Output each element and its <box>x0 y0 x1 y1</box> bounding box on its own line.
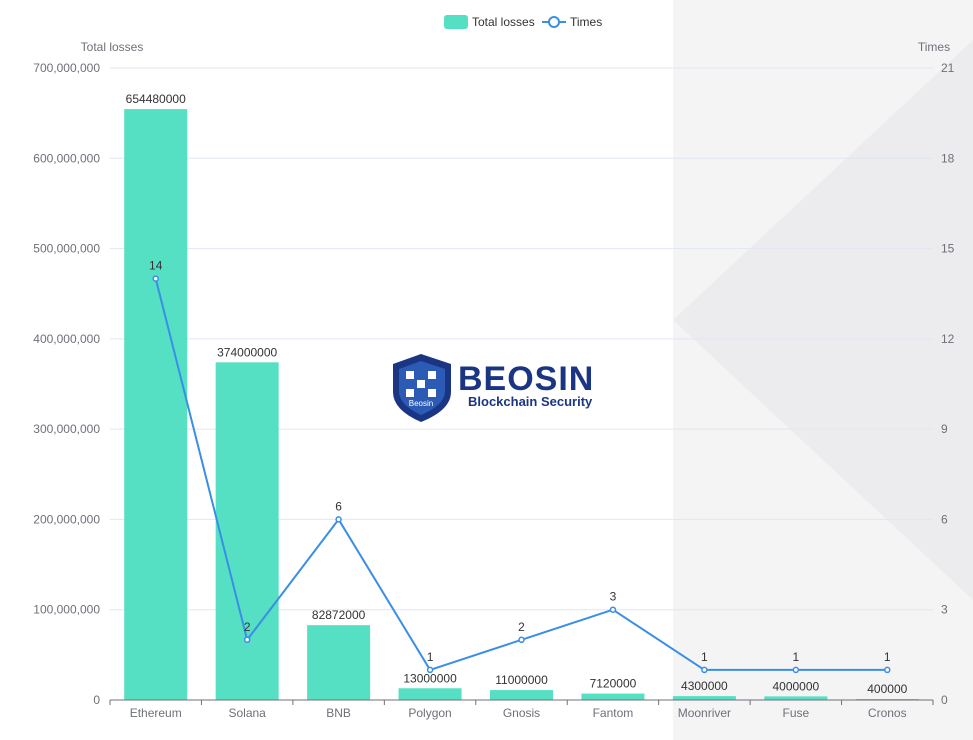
line-point <box>152 275 159 282</box>
left-tick-label: 300,000,000 <box>33 422 100 436</box>
bar <box>307 625 371 700</box>
line-point <box>243 636 251 644</box>
right-tick-label: 15 <box>941 242 955 256</box>
category-label: Gnosis <box>503 706 540 720</box>
right-tick-label: 6 <box>941 512 948 526</box>
bar-data-label: 400000 <box>867 682 907 696</box>
line-point <box>792 666 800 674</box>
bar <box>124 109 188 700</box>
line-point-label: 1 <box>427 650 434 664</box>
line-series: 14 2 6 1 2 3 1 1 1 <box>149 259 891 674</box>
left-tick-label: 700,000,000 <box>33 61 100 75</box>
bar <box>672 696 736 700</box>
line-point <box>426 666 434 674</box>
shield-text: Beosin <box>409 399 433 408</box>
right-tick-label: 0 <box>941 693 948 707</box>
bar-data-label: 11000000 <box>495 673 548 687</box>
legend-bar-swatch <box>444 15 468 29</box>
line-point <box>335 516 342 523</box>
line-point <box>518 636 525 644</box>
category-label: Ethereum <box>130 706 182 720</box>
bar-data-label: 13000000 <box>403 671 457 685</box>
bar-data-label: 82872000 <box>312 608 366 622</box>
bar <box>490 690 553 700</box>
right-tick-label: 3 <box>941 603 948 617</box>
line-point-label: 14 <box>149 259 163 273</box>
left-axis-title: Total losses <box>81 40 144 54</box>
bar-data-label: 374000000 <box>217 345 277 359</box>
line-point-label: 1 <box>792 650 799 664</box>
bar-data-label: 654480000 <box>126 92 186 106</box>
line-point <box>701 666 708 674</box>
line-point-label: 6 <box>335 499 342 513</box>
left-axis-ticks: 0 100,000,000 200,000,000 300,000,000 400,00… <box>33 61 100 707</box>
line-point-label: 3 <box>610 590 617 604</box>
line-point <box>609 606 617 613</box>
category-label: Polygon <box>408 706 451 720</box>
line-point <box>884 666 891 674</box>
line-point-label: 2 <box>518 620 525 634</box>
left-tick-label: 200,000,000 <box>33 512 100 526</box>
bar <box>398 688 462 700</box>
right-axis-ticks: 0 3 6 9 12 15 18 21 <box>941 61 955 707</box>
right-tick-label: 21 <box>941 61 955 75</box>
category-label: Solana <box>228 706 266 720</box>
legend: Total losses Times <box>444 15 602 29</box>
beosin-logo: Beosin BEOSIN Blockchain Security <box>393 354 594 422</box>
bar-data-label: 7120000 <box>590 677 637 691</box>
right-tick-label: 9 <box>941 422 948 436</box>
category-label: Cronos <box>868 706 907 720</box>
right-tick-label: 12 <box>941 332 955 346</box>
left-tick-label: 600,000,000 <box>33 151 100 165</box>
x-axis-ticks: Ethereum Solana BNB Polygon Gnosis Fantom Moon… <box>109 700 934 720</box>
category-label: Fantom <box>593 706 634 720</box>
legend-line-label: Times <box>570 15 602 29</box>
logo-brand: BEOSIN <box>458 360 594 398</box>
bar <box>581 693 645 700</box>
network-icon <box>406 371 436 397</box>
right-tick-label: 18 <box>941 151 955 165</box>
legend-line-marker <box>548 16 560 28</box>
bar <box>215 362 279 700</box>
bar-data-label: 4000000 <box>772 679 819 693</box>
line-point-label: 1 <box>884 650 891 664</box>
category-label: Moonriver <box>678 706 731 720</box>
left-tick-label: 0 <box>93 693 100 707</box>
line-point-label: 2 <box>244 620 251 634</box>
background-decoration <box>673 0 973 740</box>
line-point-label: 1 <box>701 650 708 664</box>
left-tick-label: 500,000,000 <box>33 242 100 256</box>
bar-series: 654480000 374000000 82872000 13000000 110000… <box>124 92 919 700</box>
legend-bar-label: Total losses <box>472 15 535 29</box>
bar-data-label: 4300000 <box>681 679 728 693</box>
left-tick-label: 100,000,000 <box>33 603 100 617</box>
bar <box>764 696 828 700</box>
category-label: BNB <box>326 706 351 720</box>
left-tick-label: 400,000,000 <box>33 332 100 346</box>
right-axis-title: Times <box>918 40 950 54</box>
logo-tagline: Blockchain Security <box>468 394 593 409</box>
category-label: Fuse <box>782 706 809 720</box>
